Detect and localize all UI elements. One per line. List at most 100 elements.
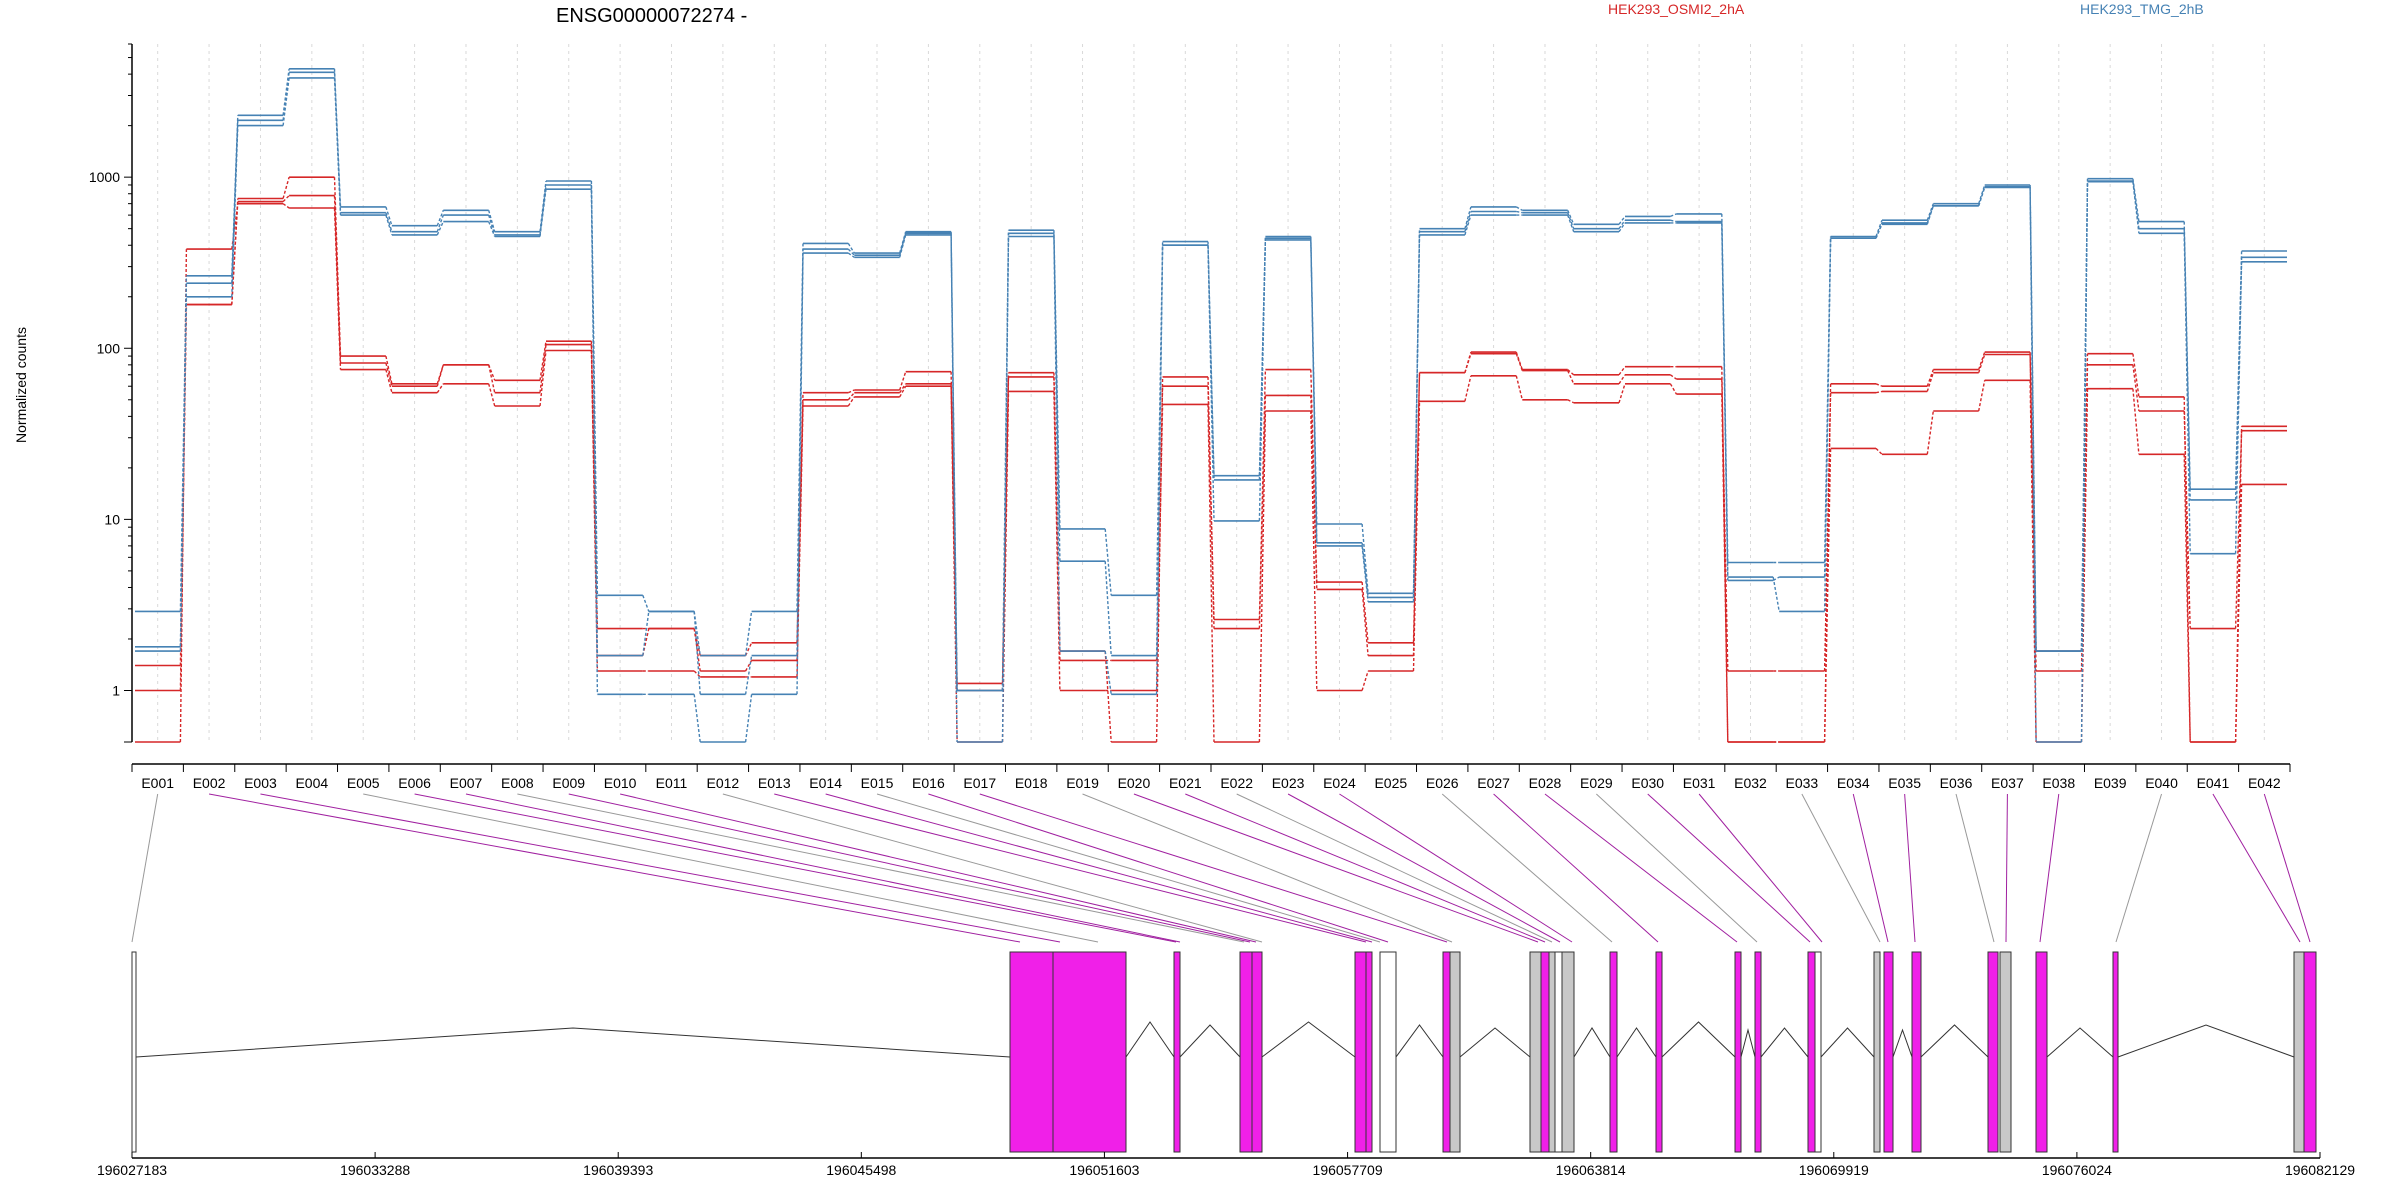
connector-20 xyxy=(1287,793,1561,943)
exon-block-7 xyxy=(1354,951,1367,1153)
connector-31 xyxy=(1955,793,1995,943)
exon-block-29 xyxy=(2112,951,2119,1153)
exon-block-2 xyxy=(1009,951,1054,1153)
exon-block-26 xyxy=(1987,951,1999,1153)
x-tick-label-E003: E003 xyxy=(244,775,277,791)
exon-block-28 xyxy=(2035,951,2048,1153)
y-axis: 1 10 100 1000 xyxy=(89,43,133,743)
series-line-HEK293_TMG_2hB-rep3 xyxy=(135,77,2287,743)
intron-14 xyxy=(1920,1024,1989,1058)
intron-9 xyxy=(1661,1021,1736,1058)
intron-15 xyxy=(2046,1027,2114,1058)
exon-gridlines xyxy=(157,44,2265,742)
connector-28 xyxy=(1801,793,1881,943)
connector-29 xyxy=(1852,793,1889,943)
x-tick-label-E009: E009 xyxy=(552,775,585,791)
exon-block-8 xyxy=(1365,951,1373,1153)
intron-2 xyxy=(1125,1021,1175,1058)
x-tick-label-E015: E015 xyxy=(861,775,894,791)
x-tick-label-E005: E005 xyxy=(347,775,380,791)
exon-block-12 xyxy=(1529,951,1542,1153)
intron-5 xyxy=(1395,1024,1444,1058)
exon-block-9 xyxy=(1379,951,1397,1153)
connector-24 xyxy=(1544,793,1738,943)
x-tick-label-E039: E039 xyxy=(2094,775,2127,791)
exon-connector-lines xyxy=(131,793,2311,943)
exon-block-5 xyxy=(1239,951,1253,1153)
genomic-tick-label: 196063814 xyxy=(1556,1162,1626,1178)
connector-4 xyxy=(363,793,1099,943)
x-tick-label-E025: E025 xyxy=(1374,775,1407,791)
y-axis-label: Normalized counts xyxy=(13,327,29,443)
genomic-tick-label: 196069919 xyxy=(1799,1162,1869,1178)
connector-5 xyxy=(414,793,1177,943)
legend-entry-osmi: HEK293_OSMI2_2hA xyxy=(1608,1,1745,17)
connector-1 xyxy=(131,793,159,943)
y-tick-label: 1000 xyxy=(89,169,120,185)
connector-10 xyxy=(722,793,1263,943)
chart-title: ENSG00000072274 - xyxy=(556,5,747,27)
x-tick-label-E012: E012 xyxy=(707,775,740,791)
x-tick-label-E029: E029 xyxy=(1580,775,1613,791)
x-tick-label-E016: E016 xyxy=(912,775,945,791)
x-tick-label-E036: E036 xyxy=(1940,775,1973,791)
x-tick-label-E024: E024 xyxy=(1323,775,1356,791)
exon-block-31 xyxy=(2303,951,2317,1153)
connector-11 xyxy=(774,793,1367,943)
exon-block-10 xyxy=(1442,951,1451,1153)
connector-17 xyxy=(1133,793,1539,943)
legend-entry-tmg: HEK293_TMG_2hB xyxy=(2080,1,2204,17)
x-tick-label-E001: E001 xyxy=(141,775,174,791)
connector-34 xyxy=(2115,793,2163,943)
x-tick-label-E011: E011 xyxy=(656,775,688,791)
series-step-HEK293_OSMI2_2hA-rep2 xyxy=(179,195,2243,691)
x-tick-label-E020: E020 xyxy=(1118,775,1151,791)
x-tick-label-E042: E042 xyxy=(2248,775,2281,791)
intron-10 xyxy=(1740,1028,1756,1058)
x-tick-label-E017: E017 xyxy=(963,775,996,791)
exon-block-19 xyxy=(1734,951,1742,1153)
x-tick-label-E010: E010 xyxy=(604,775,637,791)
exon-block-23 xyxy=(1873,951,1881,1153)
intron-13 xyxy=(1892,1028,1913,1058)
x-tick-label-E041: E041 xyxy=(2197,775,2230,791)
x-tick-label-E033: E033 xyxy=(1786,775,1819,791)
genomic-tick-label: 196051603 xyxy=(1069,1162,1139,1178)
genomic-tick-label: 196033288 xyxy=(340,1162,410,1178)
connector-13 xyxy=(876,793,1381,943)
genomic-tick-label: 196057709 xyxy=(1313,1162,1383,1178)
intron-3 xyxy=(1179,1024,1241,1058)
series-line-HEK293_OSMI2_2hA-rep1 xyxy=(135,176,2287,743)
exon-block-1 xyxy=(131,951,137,1153)
connector-23 xyxy=(1493,793,1659,943)
intron-6 xyxy=(1459,1027,1531,1058)
genomic-tick-label: 196082129 xyxy=(2285,1162,2355,1178)
exon-block-14 xyxy=(1548,951,1556,1153)
exon-block-3 xyxy=(1052,951,1127,1153)
series-lines xyxy=(135,68,2287,743)
exon-block-27 xyxy=(1999,951,2012,1153)
x-tick-label-E006: E006 xyxy=(398,775,431,791)
exon-block-4 xyxy=(1173,951,1181,1153)
exon-block-24 xyxy=(1883,951,1894,1153)
connector-32 xyxy=(2005,793,2008,943)
connector-27 xyxy=(1698,793,1823,943)
connector-36 xyxy=(2263,793,2311,943)
intron-8 xyxy=(1616,1027,1657,1058)
intron-12 xyxy=(1820,1027,1875,1058)
y-tick-label: 10 xyxy=(104,511,120,527)
connector-26 xyxy=(1647,793,1811,943)
x-tick-label-E007: E007 xyxy=(450,775,483,791)
series-line-HEK293_TMG_2hB-rep2 xyxy=(135,71,2287,696)
exon-block-17 xyxy=(1609,951,1618,1153)
x-tick-label-E013: E013 xyxy=(758,775,791,791)
intron-1 xyxy=(135,1027,1011,1058)
intron-11 xyxy=(1760,1027,1809,1058)
exon-block-11 xyxy=(1449,951,1461,1153)
x-tick-label-E022: E022 xyxy=(1220,775,1253,791)
exon-block-21 xyxy=(1807,951,1816,1153)
genomic-tick-label: 196039393 xyxy=(583,1162,653,1178)
genomic-tick-label: 196045498 xyxy=(826,1162,896,1178)
connector-16 xyxy=(1082,793,1453,943)
connector-25 xyxy=(1596,793,1758,943)
